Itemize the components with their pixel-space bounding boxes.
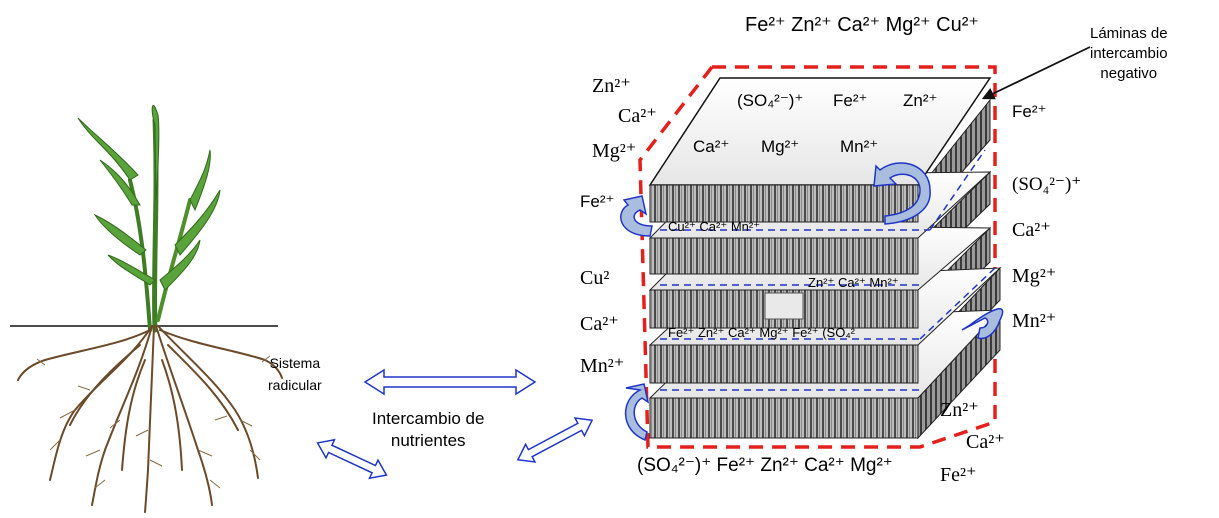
ion-face-ca: Ca²⁺ xyxy=(693,137,730,156)
curved-arrows xyxy=(620,162,1004,442)
ion-face-so4: (SO₄²⁻)⁺ xyxy=(737,91,804,110)
clay-layers-block xyxy=(648,77,1002,440)
ion-right-so4: (SO₄²⁻)⁺ xyxy=(1012,174,1082,195)
ion-left-ca: Ca²⁺ xyxy=(618,105,657,127)
double-arrows xyxy=(316,368,594,480)
ion-left-mn: Mn²⁺ xyxy=(580,355,625,377)
ion-top-row: Fe²⁺ Zn²⁺ Ca²⁺ Mg²⁺ Cu²⁺ xyxy=(745,14,979,36)
plant-shoot xyxy=(128,117,192,333)
pointer-arrow xyxy=(981,46,1091,100)
double-arrow-icon xyxy=(363,368,537,396)
curved-arrow-icon xyxy=(961,308,1004,340)
ion-left-ca2: Ca²⁺ xyxy=(580,313,619,335)
laminas-label: Láminas de intercambio negativo xyxy=(1090,25,1168,82)
plant-root-hairs xyxy=(36,355,271,489)
intercambio-label: Intercambio de nutrientes xyxy=(372,409,485,450)
plant-illustration xyxy=(10,104,283,513)
interlayer-guides xyxy=(660,149,996,391)
double-arrow-icon xyxy=(316,438,388,480)
double-arrow-icon xyxy=(516,417,594,463)
ion-right-fe: Fe²⁺ xyxy=(1012,102,1047,121)
plant-leaves xyxy=(77,104,221,291)
ion-gap-1: Cu²⁺ Ca²⁺ Mn²⁺ xyxy=(668,219,761,234)
sistema-radicular-label: Sistema radicular xyxy=(268,355,322,393)
curved-arrow-icon xyxy=(873,162,931,225)
ion-right-mg: Mg²⁺ xyxy=(1012,265,1057,287)
ion-gap-2: Zn²⁺ Ca²⁺ Mn²⁺ xyxy=(808,275,899,290)
ion-br-ca: Ca²⁺ xyxy=(966,431,1005,453)
ion-left-cu: Cu² xyxy=(580,267,610,289)
ion-face-mn: Mn²⁺ xyxy=(840,137,879,156)
ion-face-zn: Zn²⁺ xyxy=(903,91,938,110)
ion-right-ca: Ca²⁺ xyxy=(1012,219,1051,241)
ion-left-mg: Mg²⁺ xyxy=(592,140,637,162)
ion-gap-3: Fe²⁺ Zn²⁺ Ca²⁺ Mg²⁺ Fe²⁺ (SO₄² xyxy=(668,325,855,340)
curved-arrow-icon xyxy=(620,195,653,237)
ion-left-fe: Fe²⁺ xyxy=(580,192,615,211)
ion-bottom-row: (SO₄²⁻)⁺ Fe²⁺ Zn²⁺ Ca²⁺ Mg²⁺ xyxy=(637,455,893,476)
ion-face-fe: Fe²⁺ xyxy=(833,91,868,110)
ion-right-mn: Mn²⁺ xyxy=(1012,310,1057,332)
ion-face-mg: Mg²⁺ xyxy=(761,137,800,156)
plant-roots xyxy=(17,325,283,513)
exchange-zone-boundary xyxy=(638,65,997,449)
curved-arrow-icon xyxy=(624,383,650,442)
ion-left-zn: Zn²⁺ xyxy=(592,75,631,97)
ion-br-fe: Fe²⁺ xyxy=(940,464,977,486)
ion-br-zn: Zn²⁺ xyxy=(940,399,979,421)
